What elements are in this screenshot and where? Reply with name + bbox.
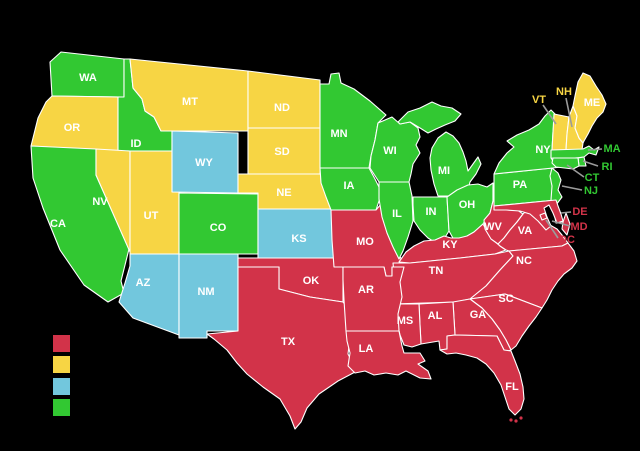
state-la [345,330,432,380]
state-label-ky: KY [442,239,458,251]
state-label-ut: UT [144,210,159,222]
state-mn [319,72,387,169]
state-label-sc: SC [498,293,513,305]
state-label-ks: KS [291,233,306,245]
state-label-nd: ND [274,102,290,114]
state-dc [539,212,548,221]
legend-swatch-blue [53,378,70,395]
florida-keys-island [509,418,513,422]
callout-line-ct [566,164,585,178]
state-label-id: ID [131,138,142,150]
state-label-wy: WY [195,157,213,169]
state-ia [319,167,382,211]
callout-line-dc [545,219,559,239]
callout-label-nh: NH [556,86,572,98]
callout-label-ct: CT [585,172,600,184]
state-label-pa: PA [513,179,528,191]
state-label-az: AZ [136,277,151,289]
state-label-la: LA [359,343,374,355]
callout-line-md [551,220,571,227]
state-nm [178,253,239,339]
state-me [572,72,607,144]
state-label-nm: NM [197,286,214,298]
callout-line-ma [587,148,603,151]
florida-keys-island [519,416,523,420]
state-va-eastern-shore [561,212,571,236]
callout-label-de: DE [572,206,587,218]
state-ct [551,157,580,170]
state-label-ms: MS [397,315,414,327]
state-label-ar: AR [358,284,374,296]
state-label-oh: OH [459,199,476,211]
callout-label-vt: VT [532,94,546,106]
callout-label-md: MD [570,221,587,233]
state-label-tx: TX [281,336,296,348]
state-label-ia: IA [344,180,355,192]
state-label-ny: NY [535,144,551,156]
state-il [378,181,414,260]
state-label-wa: WA [79,72,97,84]
state-nc [469,242,578,309]
state-label-ga: GA [470,309,487,321]
state-mi-upper-peninsula [397,101,462,134]
state-label-me: ME [584,97,601,109]
callout-line-ri [582,160,599,167]
legend-swatch-yellow [53,356,70,373]
state-tx [206,266,358,430]
state-label-va: VA [518,225,533,237]
callout-line-nh [565,97,573,128]
state-ar [342,266,405,332]
state-label-ne: NE [276,187,291,199]
state-label-sd: SD [274,146,289,158]
state-label-in: IN [426,206,437,218]
florida-keys-island [514,419,518,423]
callout-lines [542,97,603,239]
state-mi [429,131,482,197]
state-label-co: CO [210,222,227,234]
state-labels: WA OR CA ID NV UT AZ MT WY CO NM ND SD N… [50,72,600,393]
callout-line-vt [542,104,557,125]
callout-line-nj [561,185,583,191]
legend-swatch-red [53,335,70,352]
state-label-wi: WI [383,145,396,157]
callout-label-ri: RI [602,161,613,173]
callout-label-nj: NJ [584,185,598,197]
state-label-al: AL [428,310,443,322]
state-label-mi: MI [438,165,450,177]
state-label-tn: TN [429,265,444,277]
state-label-mo: MO [356,236,374,248]
legend [53,335,70,416]
state-label-nv: NV [92,196,108,208]
state-label-il: IL [392,208,402,220]
state-label-ok: OK [303,275,320,287]
state-label-mt: MT [182,96,198,108]
state-fl [439,334,525,416]
callout-labels: VT NH MA RI CT NJ DE MD DC [532,86,621,246]
state-label-mn: MN [330,128,347,140]
callout-line-de [560,211,572,214]
state-shapes [30,51,607,430]
state-label-ca: CA [50,218,66,230]
state-label-fl: FL [505,381,519,393]
state-nj [549,167,563,206]
state-label-nc: NC [516,255,532,267]
state-az [118,253,180,336]
state-label-wv: WV [484,221,502,233]
callout-label-dc: DC [559,234,575,246]
state-nd [247,70,321,129]
callout-label-ma: MA [603,143,620,155]
legend-swatch-green [53,399,70,416]
state-md [493,199,564,231]
state-label-or: OR [64,122,81,134]
